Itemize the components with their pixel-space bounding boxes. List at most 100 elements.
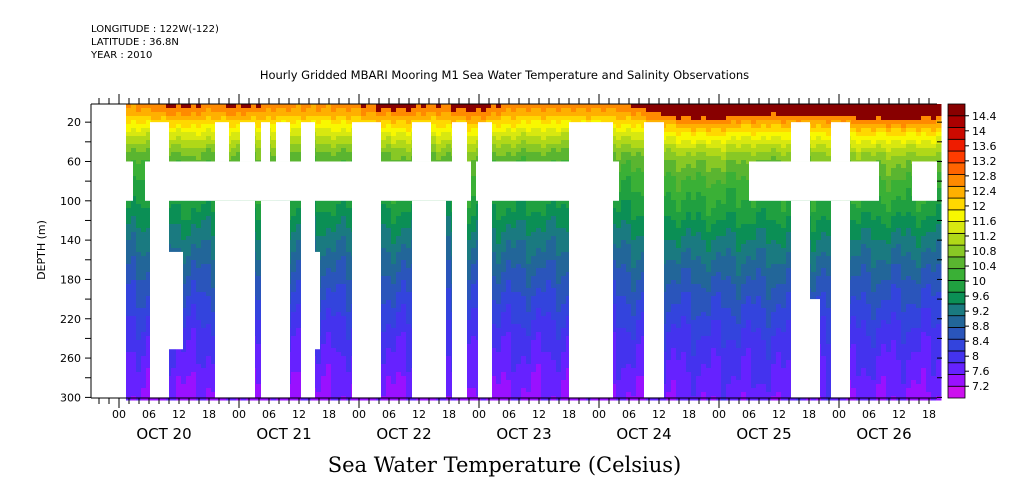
heat-cell (321, 116, 327, 121)
heat-cell (446, 256, 452, 261)
heat-cell (141, 168, 147, 173)
heat-cell (136, 232, 142, 237)
heat-cell (401, 296, 407, 301)
heat-cell (326, 204, 332, 209)
heat-cell (341, 388, 347, 393)
heat-cell (256, 308, 262, 313)
heat-cell (406, 296, 412, 301)
heat-cell (206, 248, 212, 253)
heat-cell (191, 284, 197, 289)
heat-cell (396, 364, 402, 369)
heat-cell (386, 200, 392, 205)
heat-cell (126, 108, 132, 113)
heat-cell (181, 244, 187, 249)
heat-cell (271, 140, 277, 145)
heat-cell (411, 104, 417, 109)
heat-cell (406, 320, 412, 325)
heat-cell (331, 244, 337, 249)
heat-cell (256, 208, 262, 213)
heat-cell (201, 272, 207, 277)
heat-cell (206, 356, 212, 361)
heat-cell (386, 228, 392, 233)
heat-cell (256, 272, 262, 277)
heat-cell (211, 380, 217, 385)
heat-cell (196, 124, 202, 129)
heat-cell (396, 120, 402, 125)
heat-cell (346, 268, 352, 273)
heat-cell (431, 136, 437, 141)
heat-cell (396, 376, 402, 381)
heat-cell (146, 388, 152, 393)
heat-cell (326, 244, 332, 249)
heat-cell (246, 108, 252, 113)
heat-cell (131, 280, 137, 285)
heat-cell (131, 376, 137, 381)
heat-cell (401, 104, 407, 109)
heat-cell (326, 108, 332, 113)
heat-cell (346, 208, 352, 213)
heat-cell (171, 212, 177, 217)
heat-cell (201, 128, 207, 133)
heat-cell (126, 352, 132, 357)
heat-cell (406, 272, 412, 277)
heat-cell (391, 252, 397, 257)
heat-cell (256, 236, 262, 241)
heat-cell (306, 112, 312, 117)
heat-cell (131, 332, 137, 337)
heat-cell (406, 388, 412, 393)
heat-cell (296, 124, 302, 129)
heat-cell (206, 292, 212, 297)
heat-cell (136, 108, 142, 113)
heat-cell (341, 228, 347, 233)
heat-cell (141, 128, 147, 133)
heat-cell (211, 324, 217, 329)
heat-cell (191, 276, 197, 281)
heat-cell (406, 368, 412, 373)
heat-cell (371, 112, 377, 117)
heat-cell (276, 108, 282, 113)
heat-cell (391, 316, 397, 321)
heat-cell (406, 128, 412, 133)
heat-cell (406, 152, 412, 157)
heat-cell (126, 264, 132, 269)
heat-cell (131, 140, 137, 145)
heat-cell (331, 136, 337, 141)
heat-cell (436, 144, 442, 149)
heat-cell (201, 336, 207, 341)
heat-cell (291, 256, 297, 261)
heat-cell (136, 268, 142, 273)
heat-cell (186, 308, 192, 313)
heat-cell (206, 108, 212, 113)
heat-cell (326, 332, 332, 337)
heat-cell (326, 128, 332, 133)
heat-cell (396, 276, 402, 281)
heat-cell (301, 104, 307, 109)
heat-cell (131, 328, 137, 333)
heat-cell (256, 360, 262, 365)
heat-cell (396, 312, 402, 317)
heat-cell (391, 272, 397, 277)
heat-cell (126, 132, 132, 137)
heat-cell (146, 240, 152, 245)
heat-cell (416, 104, 422, 109)
heat-cell (216, 116, 222, 121)
heat-cell (141, 328, 147, 333)
heat-cell (336, 248, 342, 253)
heat-cell (331, 336, 337, 341)
heat-cell (206, 336, 212, 341)
heat-cell (291, 224, 297, 229)
heat-cell (201, 216, 207, 221)
heat-cell (146, 384, 152, 389)
heat-cell (256, 152, 262, 157)
heat-cell (146, 124, 152, 129)
heat-cell (296, 108, 302, 113)
heat-cell (211, 156, 217, 161)
heat-cell (136, 344, 142, 349)
heat-cell (296, 376, 302, 381)
heat-cell (171, 356, 177, 361)
heat-cell (126, 332, 132, 337)
heat-cell (346, 328, 352, 333)
heat-cell (181, 368, 187, 373)
heat-cell (126, 316, 132, 321)
heat-cell (396, 316, 402, 321)
